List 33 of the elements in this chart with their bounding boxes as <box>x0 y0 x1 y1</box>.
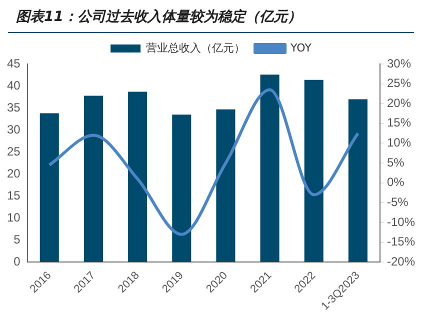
y-tick-label: 45 <box>6 56 21 70</box>
bar <box>40 113 59 262</box>
y2-tick-label: -20% <box>386 254 416 268</box>
bar <box>172 114 192 262</box>
bar <box>260 74 280 262</box>
y2-tick-label: -10% <box>386 214 416 229</box>
bar <box>84 96 103 262</box>
y2-tick-label: -5% <box>386 194 409 209</box>
y-tick-label: 35 <box>6 100 21 114</box>
bar <box>304 80 324 262</box>
y2-tick-label: 30% <box>386 56 412 70</box>
y2-tick-label: 25% <box>386 76 412 90</box>
y2-tick-label: 15% <box>386 116 412 130</box>
y-tick-label: 10 <box>6 210 21 224</box>
y-tick-label: 5 <box>14 232 21 246</box>
y-tick-label: 30 <box>6 122 21 136</box>
y2-tick-label: 20% <box>386 96 412 110</box>
y-tick-label: 20 <box>6 166 21 180</box>
y2-tick-label: 10% <box>386 136 412 150</box>
legend-label: 营业总收入（亿元） <box>146 41 246 54</box>
legend-label: YOY <box>290 41 312 54</box>
y-tick-label: 0 <box>14 254 21 268</box>
y-tick-label: 40 <box>6 78 21 92</box>
bar <box>128 92 148 262</box>
y2-tick-label: -15% <box>386 234 416 249</box>
y-tick-label: 25 <box>6 144 21 158</box>
bar <box>348 99 368 262</box>
bar <box>216 109 236 262</box>
y-tick-label: 15 <box>6 188 21 202</box>
y2-tick-label: 5% <box>386 155 405 170</box>
line-series <box>48 88 360 236</box>
chart-title: 图表11：公司过去收入体量较为稳定（亿元） <box>8 6 414 33</box>
y2-tick-label: 0% <box>386 175 405 190</box>
